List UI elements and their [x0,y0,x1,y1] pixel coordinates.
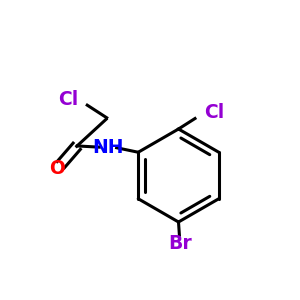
Text: O: O [49,159,65,178]
Text: Cl: Cl [204,103,224,122]
Text: Cl: Cl [58,90,78,109]
Text: NH: NH [92,138,124,157]
Text: Br: Br [168,234,192,253]
